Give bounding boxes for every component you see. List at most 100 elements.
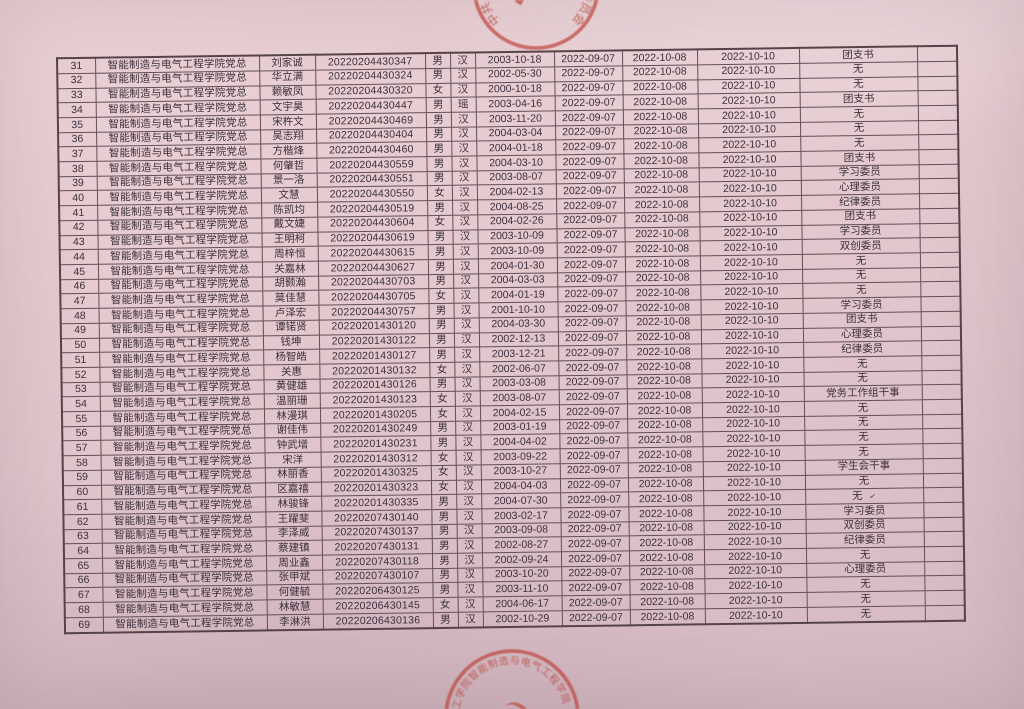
cell-date-1: 2022-09-07: [556, 242, 625, 258]
cell-birth-date: 2003-12-21: [479, 346, 559, 362]
cell-row-number: 61: [63, 499, 102, 515]
cell-date-3: 2022-10-10: [703, 504, 806, 521]
roster-body: 31 智能制造与电气工程学院党总 刘家诚 20220204430347 男 汉 …: [57, 45, 965, 634]
cell-row-number: 62: [63, 514, 102, 530]
cell-ethnicity: 汉: [455, 435, 481, 451]
cell-gender: 男: [432, 568, 458, 584]
cell-ethnicity: 瑶: [450, 97, 476, 113]
cell-date-1: 2022-09-07: [555, 168, 624, 185]
cell-name: 林敏慧: [266, 599, 323, 615]
cell-birth-date: 2002-09-24: [481, 551, 562, 568]
cell-row-number: 49: [60, 323, 99, 339]
cell-date-1: 2022-09-07: [556, 212, 625, 229]
cell-date-3: 2022-10-10: [701, 357, 804, 374]
cell-date-3: 2022-10-10: [699, 195, 802, 212]
cell-date-2: 2022-10-08: [625, 314, 701, 331]
cell-gender: 男: [428, 303, 454, 319]
cell-student-id: 20220204430604: [317, 215, 428, 232]
cell-date-1: 2022-09-07: [559, 462, 628, 479]
cell-gender: 男: [431, 494, 457, 510]
cell-date-1: 2022-09-07: [554, 109, 624, 126]
cell-date-1: 2022-09-07: [558, 374, 627, 391]
cell-name: 吴志翔: [260, 128, 317, 145]
cell-gender: 男: [429, 376, 455, 392]
cell-ethnicity: 汉: [456, 494, 482, 510]
cell-student-id: 20220201430120: [318, 318, 429, 335]
cell-birth-date: 2004-02-26: [477, 213, 557, 230]
cell-ethnicity: 汉: [453, 332, 480, 348]
cell-date-3: 2022-10-10: [702, 460, 805, 477]
cell-empty: [918, 149, 959, 165]
cell-student-id: 20220204430469: [315, 112, 427, 129]
cell-name: 宋洋: [264, 452, 321, 468]
cell-empty: [920, 311, 961, 327]
cell-date-2: 2022-10-08: [622, 79, 698, 96]
cell-name: 胡颢瀚: [262, 275, 319, 292]
cell-date-2: 2022-10-08: [626, 388, 702, 404]
cell-date-1: 2022-09-07: [561, 565, 630, 582]
svg-text:中共: 中共: [478, 0, 503, 29]
cell-gender: 男: [424, 52, 451, 69]
cell-ethnicity: 汉: [451, 185, 478, 201]
cell-date-2: 2022-10-08: [625, 299, 701, 316]
cell-row-number: 56: [62, 425, 101, 442]
cell-student-id: 20220204430324: [315, 68, 426, 85]
cell-position: 团支书: [800, 149, 919, 167]
cell-position: 无: [802, 282, 921, 299]
cell-position: 无: [802, 267, 921, 284]
stamp-ring: [473, 0, 599, 50]
cell-position: 党务工作组干事: [803, 385, 922, 402]
cell-row-number: 43: [59, 234, 98, 251]
stamp-text-right: 委员会: [569, 0, 597, 28]
cell-position: 无 ✓: [805, 487, 924, 505]
cell-birth-date: 2004-07-30: [481, 493, 561, 509]
red-stamp-bottom: ☭ 工学院智能制造与电气工程学院党: [428, 640, 580, 709]
cell-name: 文宇昊: [259, 99, 316, 115]
cell-gender: 男: [427, 259, 454, 275]
cell-date-2: 2022-10-08: [629, 579, 705, 596]
cell-birth-date: 2000-10-18: [475, 81, 555, 98]
cell-date-2: 2022-10-08: [621, 49, 698, 66]
cell-birth-date: 2004-02-15: [479, 404, 560, 421]
cell-date-3: 2022-10-10: [698, 166, 801, 183]
cell-date-3: 2022-10-10: [697, 107, 800, 124]
cell-date-2: 2022-10-08: [626, 344, 702, 360]
cell-student-id: 20220201430127: [319, 347, 430, 365]
cell-ethnicity: 汉: [453, 288, 479, 304]
cell-name: 赖敏凤: [259, 84, 316, 101]
cell-gender: 女: [429, 391, 455, 407]
cell-birth-date: 2004-04-02: [480, 434, 560, 451]
cell-empty: [920, 296, 961, 312]
cell-position: 无: [805, 546, 925, 564]
cell-name: 刘家诚: [259, 54, 316, 71]
cell-position: 团支书: [799, 91, 918, 108]
cell-empty: [919, 252, 961, 268]
cell-ethnicity: 汉: [454, 361, 480, 377]
cell-student-id: 20220201430249: [320, 421, 431, 438]
cell-position: 心理委员: [806, 561, 925, 578]
cell-ethnicity: 汉: [456, 552, 483, 569]
cell-date-2: 2022-10-08: [625, 329, 702, 346]
cell-student-id: 20220206430125: [322, 583, 433, 600]
cell-date-1: 2022-09-07: [555, 139, 624, 155]
cell-gender: 男: [428, 318, 454, 334]
cell-date-2: 2022-10-08: [624, 197, 700, 213]
cell-student-id: 20220204430550: [316, 186, 428, 203]
cell-empty: [916, 45, 958, 62]
cell-student-id: 20220201430312: [320, 450, 431, 467]
cell-name: 关嘉林: [261, 261, 319, 277]
cell-empty: [920, 325, 962, 341]
cell-date-3: 2022-10-10: [699, 210, 802, 227]
cell-birth-date: 2003-10-09: [477, 243, 557, 259]
cell-ethnicity: 汉: [451, 126, 477, 142]
cell-row-number: 65: [64, 558, 103, 574]
cell-date-1: 2022-09-07: [560, 521, 629, 538]
stamp-text: 工学院智能制造与电气工程学院党: [428, 640, 573, 709]
cell-name: 关惠: [263, 364, 320, 380]
cell-gender: 男: [428, 332, 455, 348]
cell-empty: [919, 222, 960, 239]
cell-empty: [922, 428, 963, 444]
cell-student-id: 20220204430519: [317, 200, 428, 218]
cell-date-2: 2022-10-08: [627, 446, 703, 463]
